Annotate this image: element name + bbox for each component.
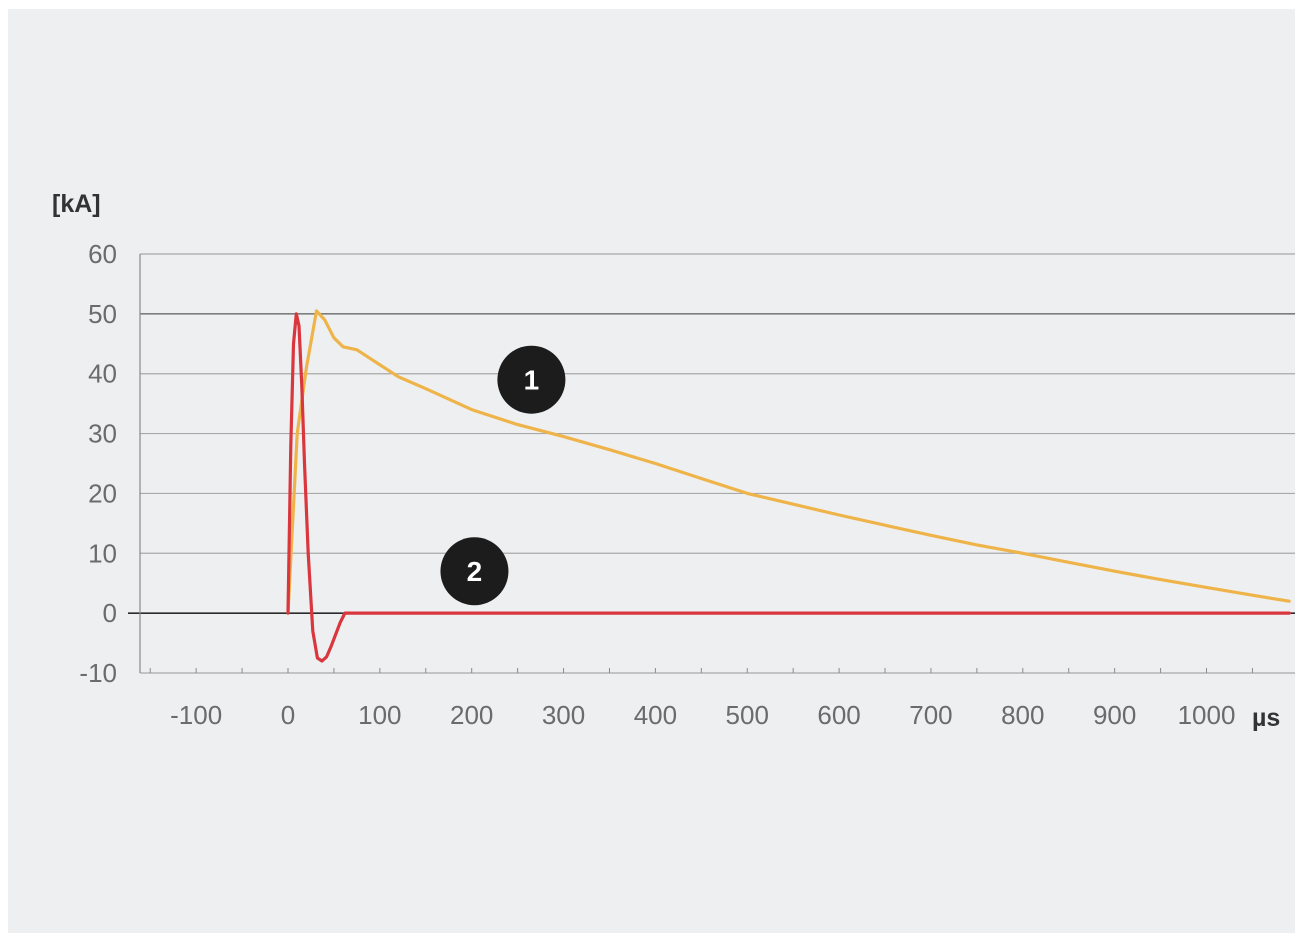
y-tick-label: 40 [88,359,117,389]
x-tick-label: 1000 [1178,700,1236,730]
series-line-2 [286,312,1291,663]
series-marker-2: 2 [440,537,509,606]
y-tick-label: -10 [79,658,117,688]
chart-panel [8,9,1295,933]
series-line-1 [286,309,1291,615]
x-tick-label: 300 [542,700,585,730]
series-marker-1: 1 [497,345,566,414]
x-tick-label: 900 [1093,700,1136,730]
x-tick-label: 500 [726,700,769,730]
y-tick-label: 10 [88,538,117,568]
x-tick-label: 400 [634,700,677,730]
marker-label: 2 [467,556,483,587]
x-tick-label: 200 [450,700,493,730]
x-tick-label: -100 [170,700,222,730]
y-tick-label: 30 [88,419,117,449]
x-tick-label: 800 [1001,700,1044,730]
marker-badge [497,345,566,414]
y-tick-label: 50 [88,299,117,329]
x-tick-label: 100 [358,700,401,730]
series-layer [286,309,1291,663]
x-tick-label: 600 [817,700,860,730]
marker-badge [440,537,509,606]
x-tick-label: 700 [909,700,952,730]
x-axis-unit-label: µs [1252,704,1280,732]
axes [139,254,1253,673]
series-markers: 12 [440,345,566,606]
y-tick-label: 60 [88,239,117,269]
marker-label: 1 [524,365,540,396]
y-axis-unit-label: [kA] [52,190,101,218]
y-tick-label: 20 [88,478,117,508]
y-tick-label: 0 [103,598,117,628]
x-tick-label: 0 [281,700,295,730]
